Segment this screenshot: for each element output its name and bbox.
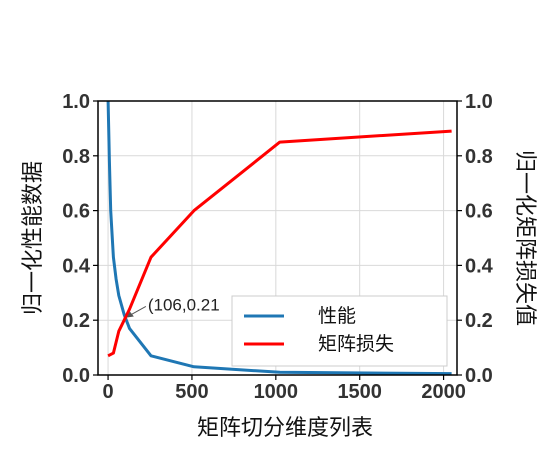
x-tick-label: 1000 [254, 381, 299, 403]
left-y-tick-label: 0.6 [62, 201, 90, 223]
left-y-tick-label: 0.2 [62, 310, 90, 332]
annotation-arrowhead [126, 311, 134, 318]
legend: 性能 矩阵损失 [231, 295, 448, 367]
right-y-tick-label: 0.8 [465, 146, 493, 168]
left-y-tick-label: 0.8 [62, 146, 90, 168]
right-y-tick-label: 0.0 [465, 365, 493, 387]
x-tick-label: 2000 [421, 381, 466, 403]
right-y-axis-title: 归一化矩阵损失值 [512, 150, 537, 326]
tick-marks [93, 100, 462, 380]
legend-box [231, 295, 448, 367]
right-y-tick-label: 0.4 [465, 255, 494, 277]
x-tick-label: 1500 [337, 381, 382, 403]
series-line-matrix-loss [107, 129, 452, 358]
left-y-tick-label: 0.0 [62, 365, 90, 387]
left-y-axis-title: 归一化性能数据 [21, 161, 46, 315]
annotation: (106,0.21 [126, 295, 220, 318]
left-y-tick-label: 0.4 [62, 255, 91, 277]
right-y-tick-label: 0.2 [465, 310, 493, 332]
x-tick-label: 0 [103, 381, 114, 403]
left-y-tick-label: 1.0 [62, 91, 90, 113]
series-line-performance [106, 100, 452, 376]
series-layer [106, 100, 452, 376]
plot-frame [97, 100, 458, 376]
legend-label-matrix-loss: 矩阵损失 [318, 333, 394, 355]
right-y-tick-label: 1.0 [465, 91, 493, 113]
right-y-tick-label: 0.6 [465, 201, 493, 223]
annotation-label: (106,0.21 [148, 295, 220, 314]
legend-label-performance: 性能 [318, 305, 356, 327]
x-axis-title: 矩阵切分维度列表 [197, 416, 373, 441]
x-tick-label: 500 [175, 381, 208, 403]
